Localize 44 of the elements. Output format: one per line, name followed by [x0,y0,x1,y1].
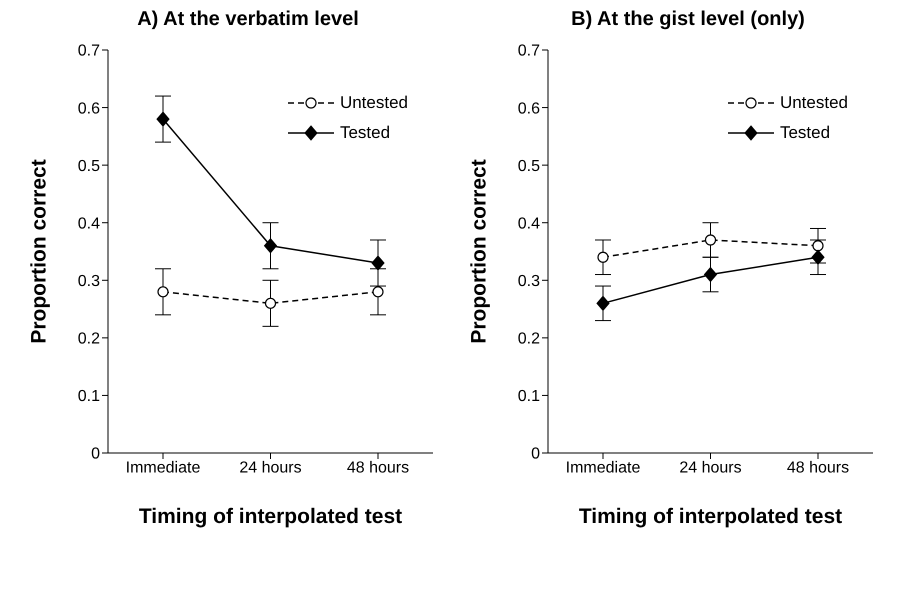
y-tick-label: 0.5 [78,158,100,175]
point [596,296,610,311]
chart-title: A) At the verbatim level [136,8,360,32]
y-axis-title: Proportion correct [27,159,50,344]
y-tick-label: 0.7 [518,42,540,60]
y-tick-label: 0.3 [78,272,100,290]
y-tick-label: 0.6 [78,100,100,118]
point [157,286,169,298]
y-tick-label: 0.1 [78,388,100,406]
y-tick-label: 0.2 [78,330,100,348]
y-tick-label: 0 [531,446,540,463]
point [156,112,170,127]
x-tick-label: 24 hours [239,459,302,476]
y-tick-label: 0.1 [518,388,540,406]
chart-title: B) At the gist level (only) [570,8,806,32]
x-tick-label: 24 hours [679,459,742,476]
legend-label: Untested [780,93,848,113]
y-tick-label: 0.4 [518,215,540,232]
x-tick-label: Immediate [126,459,200,476]
y-tick-label: 0.4 [78,215,100,232]
point [704,267,717,282]
point [704,234,716,246]
legend-label: Tested [340,123,390,143]
y-tick-label: 0.6 [518,100,540,118]
y-tick-label: 0 [91,446,100,463]
legend-label: Tested [780,123,830,143]
point [372,256,384,271]
x-tick-label: Immediate [566,459,640,476]
x-axis-title: Timing of interpolated test [578,505,842,528]
legend-label: Untested [340,93,408,113]
y-tick-label: 0.7 [78,42,100,60]
point [597,252,609,263]
y-tick-label: 0.5 [518,158,540,175]
y-tick-label: 0.3 [518,272,540,290]
x-tick-label: 48 hours [346,459,410,476]
y-axis-title: Proportion correct [467,159,490,344]
point [264,238,277,254]
x-tick-label: 48 hours [786,459,850,476]
point [812,240,824,252]
point [372,286,384,298]
point [264,298,276,309]
y-tick-label: 0.2 [518,330,540,348]
point [812,250,824,265]
x-axis-title: Timing of interpolated test [138,505,402,528]
